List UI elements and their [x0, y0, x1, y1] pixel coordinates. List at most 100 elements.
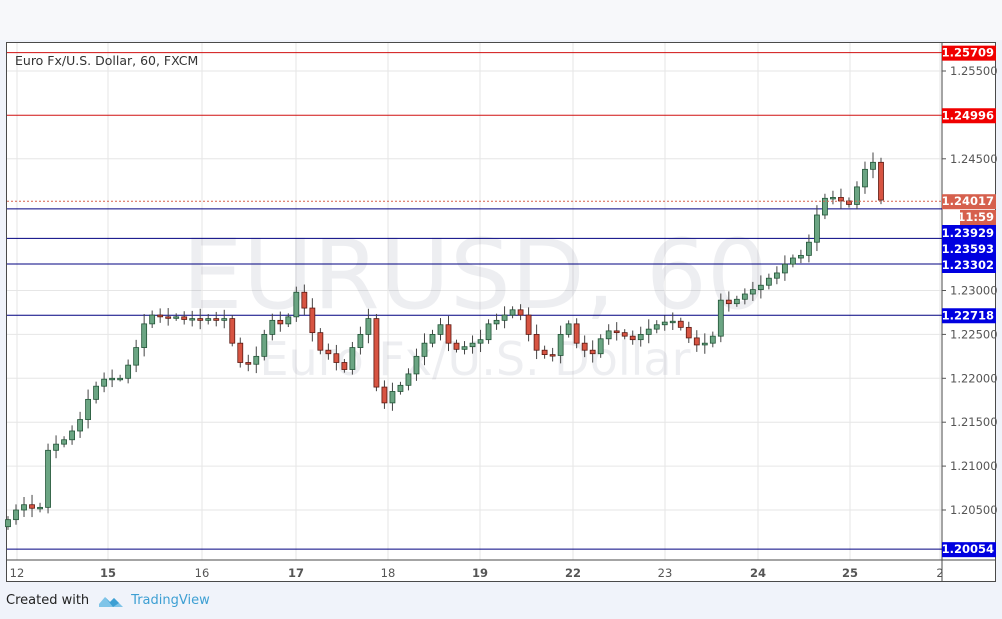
candle-body: [253, 355, 260, 365]
candle: [205, 314, 212, 325]
candle-body: [101, 378, 108, 387]
time-axis-label: 23: [658, 566, 673, 580]
candle-body: [757, 284, 764, 291]
candle-body: [317, 332, 324, 351]
candle: [213, 311, 220, 327]
candle: [814, 205, 820, 252]
candle-body: [165, 316, 172, 319]
candle-body: [709, 335, 716, 344]
candle: [669, 312, 676, 331]
candle-body: [45, 449, 51, 508]
candle-body: [237, 342, 244, 363]
price-tick-label: 1.22000: [950, 371, 998, 385]
candle: [613, 322, 620, 341]
level-badge: 1.23593: [942, 242, 994, 256]
candle-body: [469, 342, 476, 348]
chart-frame: [6, 42, 996, 582]
watermark-symbol: EURUSD, 60: [182, 219, 768, 331]
candle-body: [269, 319, 276, 335]
candle: [485, 319, 492, 344]
candle-body: [653, 324, 660, 330]
candle: [581, 335, 588, 358]
candle: [293, 286, 300, 322]
candle: [637, 326, 644, 347]
time-axis-label: 2: [936, 566, 943, 580]
candle: [533, 324, 540, 360]
candle-body: [605, 330, 612, 340]
candle-body: [429, 333, 436, 344]
candle-body: [189, 318, 196, 321]
candle: [157, 308, 164, 323]
candle: [846, 197, 852, 208]
time-axis-label: 16: [195, 566, 210, 580]
level-badge-bg: [942, 542, 996, 558]
candle-body: [181, 316, 188, 320]
candle: [645, 319, 652, 344]
candle: [173, 313, 180, 321]
time-axis-label: 15: [100, 566, 116, 580]
candle: [317, 328, 324, 355]
candle-body: [565, 323, 572, 335]
candle: [437, 318, 444, 341]
candle: [549, 347, 556, 362]
candle: [717, 293, 724, 343]
candle-body: [85, 398, 91, 420]
candle: [253, 346, 260, 374]
candle: [757, 275, 764, 299]
candle: [21, 497, 27, 517]
candle: [61, 436, 67, 448]
level-badge: 1.23302: [942, 258, 994, 272]
candle: [77, 411, 83, 438]
candle-body: [357, 333, 364, 348]
candle: [357, 326, 364, 355]
candle: [445, 315, 452, 352]
price-tick-label: 1.21000: [950, 459, 998, 473]
candle: [461, 341, 468, 355]
candle-body: [205, 318, 212, 321]
candle-body: [117, 377, 124, 381]
candle-body: [413, 355, 420, 375]
candle-body: [373, 318, 380, 388]
candle-body: [557, 333, 564, 356]
candle: [501, 306, 508, 329]
candle: [557, 325, 564, 364]
candle-body: [389, 391, 396, 404]
candle-body: [573, 323, 580, 344]
candle-body: [325, 349, 332, 355]
candle-body: [493, 319, 500, 325]
price-tick-label: 1.21500: [950, 415, 998, 429]
candle: [765, 273, 772, 290]
candle: [69, 425, 75, 445]
candle-body: [830, 197, 836, 200]
candle: [541, 345, 548, 359]
candle-body: [445, 324, 452, 344]
candle-body: [781, 263, 788, 274]
level-badge-bg: [942, 308, 996, 324]
candle: [589, 340, 596, 363]
tradingview-link[interactable]: TradingView: [131, 593, 210, 608]
candle-body: [21, 504, 27, 511]
candle: [709, 331, 716, 348]
time-axis-label: 12: [10, 566, 25, 580]
candle: [197, 308, 204, 330]
candle: [229, 315, 236, 347]
candle: [165, 308, 172, 326]
level-badge: 1.24996: [942, 108, 994, 122]
candle: [517, 304, 524, 321]
time-axis-label: 24: [750, 566, 766, 580]
candle: [389, 382, 396, 411]
chart-title: Euro Fx/U.S. Dollar, 60, FXCM: [15, 53, 199, 68]
candle: [741, 288, 748, 305]
tradingview-logo-icon[interactable]: [99, 594, 124, 608]
candle-body: [533, 333, 540, 351]
candle: [781, 255, 788, 281]
candle: [45, 443, 51, 514]
candle: [285, 313, 292, 328]
candle-body: [822, 197, 828, 216]
candle-body: [501, 314, 508, 321]
candle-body: [5, 519, 11, 528]
level-badge-bg: [942, 108, 996, 124]
candle: [405, 368, 412, 391]
candle-body: [637, 333, 644, 341]
